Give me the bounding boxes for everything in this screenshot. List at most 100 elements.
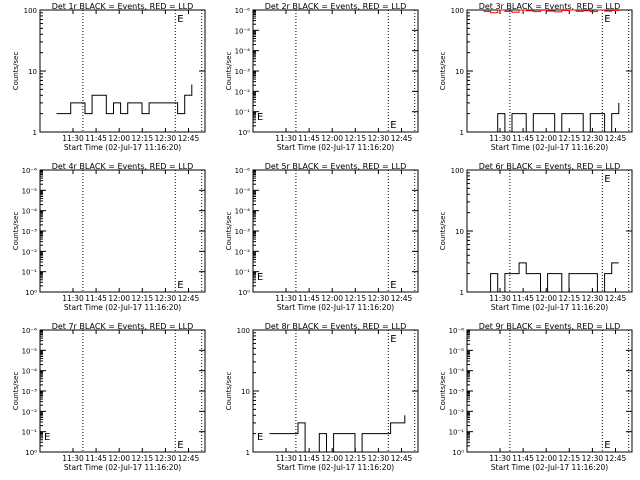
panel-6-series-events: [483, 262, 619, 293]
panel-7-ytick-label: 10⁰: [25, 449, 37, 457]
panel-1-ytick-label: 100: [24, 7, 37, 15]
panel-3-xtick-label: 12:00: [535, 134, 557, 143]
panel-9-xtick-label: 12:00: [535, 454, 557, 463]
panel-8-xtick-label: 12:30: [368, 454, 390, 463]
panel-3-ytick-label: 100: [451, 7, 464, 15]
panel-1-xtick-label: 12:00: [108, 134, 130, 143]
panel-7-xtick-label: 12:30: [155, 454, 177, 463]
panel-3-e-marker: E: [604, 14, 610, 25]
panel-5-xtick-label: 12:30: [368, 294, 390, 303]
panel-2-xtick-label: 12:45: [391, 134, 413, 143]
panel-2-xlabel: Start Time (02-Jul-17 11:16:20): [277, 143, 394, 152]
panel-6-ytick-label: 1: [460, 289, 464, 297]
panel-2-ytick-label: 10⁰: [238, 129, 250, 137]
panel-1-series-events: [56, 84, 193, 115]
panel-7-xtick-label: 12:15: [131, 454, 153, 463]
panel-3-xlabel: Start Time (02-Jul-17 11:16:20): [491, 143, 608, 152]
panel-6-xtick-label: 11:30: [489, 294, 511, 303]
panel-5-title: Det 5r BLACK = Events, RED = LLD: [265, 162, 407, 171]
panel-5-ytick-label: 10⁰: [238, 289, 250, 297]
panel-4-frame: [39, 169, 206, 293]
panel-2-ytick-label: 10⁻⁵: [235, 27, 251, 35]
panel-1-ytick-label: 1: [33, 129, 37, 137]
panel-3-xtick-label: 12:15: [558, 134, 580, 143]
panel-4-ytick-label: 10⁻⁴: [22, 208, 38, 216]
panel-7-ytick-label: 10⁻¹: [22, 429, 38, 437]
panel-2-xtick-label: 12:00: [321, 134, 343, 143]
panel-9-ytick-label: 10⁻²: [449, 408, 465, 416]
panel-4-xtick-label: 11:30: [62, 294, 84, 303]
panel-1-xlabel: Start Time (02-Jul-17 11:16:20): [64, 143, 181, 152]
panel-5-xtick-label: 12:45: [391, 294, 413, 303]
panel-9-title: Det 9r BLACK = Events, RED = LLD: [479, 322, 621, 331]
panel-8-e-marker: E: [390, 334, 396, 345]
panel-1-xtick-label: 11:30: [62, 134, 84, 143]
panel-4-ytick-label: 10⁻¹: [22, 269, 38, 277]
panel-9-ytick-label: 10⁰: [452, 449, 464, 457]
panel-9-ytick-label: 10⁻³: [449, 388, 465, 396]
panel-7-xtick-label: 12:45: [178, 454, 200, 463]
panel-9-xtick-label: 11:30: [489, 454, 511, 463]
panel-8-series-events: [269, 415, 406, 453]
panel-7-ytick-label: 10⁻⁵: [22, 347, 38, 355]
panel-4-ytick-label: 10⁻⁵: [22, 187, 38, 195]
panel-5-ytick-label: 10⁻⁶: [235, 167, 251, 175]
panel-5-ytick-label: 10⁻¹: [235, 269, 251, 277]
panel-7-frame: [39, 329, 206, 453]
panel-7-ytick-label: 10⁻⁴: [22, 368, 38, 376]
panel-3-series-events: [483, 102, 620, 133]
panel-5-ytick-label: 10⁻²: [235, 248, 251, 256]
panel-3-title: Det 3r BLACK = Events, RED = LLD: [479, 2, 621, 11]
panel-7-e-marker: E: [44, 432, 50, 443]
panel-4-ytick-label: 10⁻⁶: [22, 167, 38, 175]
panel-5-ytick-label: 10⁻⁴: [235, 208, 251, 216]
panel-2-ytick-label: 10⁻²: [235, 88, 251, 96]
panel-8-xtick-label: 12:00: [321, 454, 343, 463]
panel-8-xtick-label: 11:30: [275, 454, 297, 463]
panel-1-xtick-label: 12:45: [178, 134, 200, 143]
panel-9-xtick-label: 12:15: [558, 454, 580, 463]
panel-8-ytick-label: 1: [246, 449, 250, 457]
panel-1-title: Det 1r BLACK = Events, RED = LLD: [52, 2, 194, 11]
panel-2-e-marker: E: [390, 120, 396, 131]
panel-2-xtick-label: 12:15: [344, 134, 366, 143]
panel-9-ytick-label: 10⁻⁶: [449, 327, 465, 335]
panel-8-xtick-label: 11:45: [298, 454, 320, 463]
panel-2-ytick-label: 10⁻³: [235, 68, 251, 76]
panel-7-xtick-label: 12:00: [108, 454, 130, 463]
panel-4-ytick-label: 10⁻²: [22, 248, 38, 256]
panel-5-xtick-label: 12:00: [321, 294, 343, 303]
panel-7-ytick-label: 10⁻²: [22, 408, 38, 416]
panel-7-ylabel: Counts/sec: [12, 372, 20, 411]
panel-7-ytick-label: 10⁻⁶: [22, 327, 38, 335]
panel-9-ylabel: Counts/sec: [439, 372, 447, 411]
panel-4-title: Det 4r BLACK = Events, RED = LLD: [52, 162, 194, 171]
panel-9-e-marker: E: [604, 440, 610, 451]
panel-6-xlabel: Start Time (02-Jul-17 11:16:20): [491, 303, 608, 312]
panel-6-xtick-label: 12:30: [582, 294, 604, 303]
panel-9-xtick-label: 12:45: [605, 454, 627, 463]
panel-5-xtick-label: 11:45: [298, 294, 320, 303]
panel-9-xtick-label: 11:45: [512, 454, 534, 463]
panel-6-ylabel: Counts/sec: [439, 212, 447, 251]
panel-4-xtick-label: 11:45: [85, 294, 107, 303]
panel-4-ytick-label: 10⁰: [25, 289, 37, 297]
panel-8-ytick-label: 100: [237, 327, 250, 335]
panel-3-xtick-label: 12:45: [605, 134, 627, 143]
panel-2-frame: [252, 9, 419, 133]
panel-1-ytick-label: 10: [28, 68, 37, 76]
panel-8-e-marker: E: [257, 432, 263, 443]
panel-5-xtick-label: 12:15: [344, 294, 366, 303]
panel-9-xlabel: Start Time (02-Jul-17 11:16:20): [491, 463, 608, 472]
panel-3-xtick-label: 11:45: [512, 134, 534, 143]
panel-6-title: Det 6r BLACK = Events, RED = LLD: [479, 162, 621, 171]
panel-8-xtick-label: 12:15: [344, 454, 366, 463]
panel-5-e-marker: E: [390, 280, 396, 291]
panel-5-ytick-label: 10⁻⁵: [235, 187, 251, 195]
panel-3-ytick-label: 1: [460, 129, 464, 137]
panel-4-xtick-label: 12:30: [155, 294, 177, 303]
panel-2-ytick-label: 10⁻⁴: [235, 48, 251, 56]
panel-6-ytick-label: 100: [451, 167, 464, 175]
panel-6-xtick-label: 12:45: [605, 294, 627, 303]
